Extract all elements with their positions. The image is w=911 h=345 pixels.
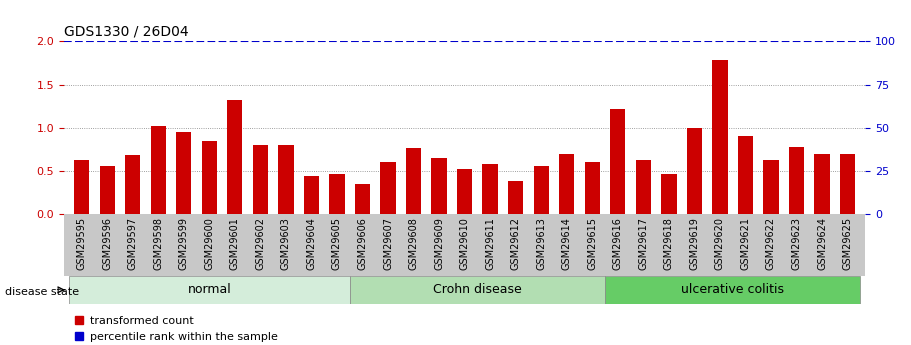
Bar: [508, 181, 523, 214]
Text: GSM29607: GSM29607: [383, 217, 393, 270]
Text: GSM29604: GSM29604: [306, 217, 316, 270]
Text: GSM29613: GSM29613: [537, 217, 547, 270]
FancyBboxPatch shape: [64, 214, 865, 276]
Text: GSM29612: GSM29612: [511, 217, 521, 270]
Bar: [559, 154, 575, 214]
Text: GSM29618: GSM29618: [664, 217, 674, 270]
Bar: [303, 176, 319, 214]
Text: GSM29611: GSM29611: [486, 217, 496, 270]
FancyBboxPatch shape: [350, 276, 605, 304]
Bar: [534, 166, 548, 214]
FancyBboxPatch shape: [69, 276, 350, 304]
Text: GSM29614: GSM29614: [562, 217, 572, 270]
Text: GSM29625: GSM29625: [843, 217, 853, 270]
Text: GSM29617: GSM29617: [639, 217, 649, 270]
Text: GSM29621: GSM29621: [741, 217, 751, 270]
Text: GSM29623: GSM29623: [792, 217, 802, 270]
Text: GSM29598: GSM29598: [153, 217, 163, 270]
Bar: [738, 136, 753, 214]
Text: GSM29619: GSM29619: [690, 217, 700, 270]
Text: GSM29600: GSM29600: [204, 217, 214, 270]
Text: GSM29605: GSM29605: [332, 217, 342, 270]
Text: GSM29597: GSM29597: [128, 217, 138, 270]
Text: GSM29609: GSM29609: [434, 217, 444, 270]
Text: ulcerative colitis: ulcerative colitis: [681, 283, 784, 296]
Bar: [457, 169, 472, 214]
Text: Crohn disease: Crohn disease: [433, 283, 522, 296]
Bar: [687, 128, 702, 214]
Bar: [176, 132, 191, 214]
Bar: [125, 155, 140, 214]
Legend: transformed count, percentile rank within the sample: transformed count, percentile rank withi…: [69, 312, 282, 345]
Bar: [381, 162, 395, 214]
Text: GSM29610: GSM29610: [460, 217, 469, 270]
Bar: [585, 162, 600, 214]
Bar: [483, 164, 497, 214]
Text: disease state: disease state: [5, 287, 78, 296]
Text: GSM29624: GSM29624: [817, 217, 827, 270]
Text: GSM29606: GSM29606: [357, 217, 367, 270]
Bar: [354, 184, 370, 214]
Text: normal: normal: [188, 283, 231, 296]
Bar: [74, 160, 89, 214]
Bar: [432, 158, 446, 214]
Bar: [712, 60, 728, 214]
Text: GSM29603: GSM29603: [281, 217, 291, 270]
Bar: [406, 148, 421, 214]
Bar: [99, 166, 115, 214]
Text: GSM29599: GSM29599: [179, 217, 189, 270]
Text: GSM29596: GSM29596: [102, 217, 112, 270]
Bar: [278, 145, 293, 214]
Bar: [763, 160, 779, 214]
Bar: [252, 145, 268, 214]
Text: GSM29608: GSM29608: [408, 217, 418, 270]
Bar: [227, 100, 242, 214]
Bar: [150, 126, 166, 214]
Text: GSM29622: GSM29622: [766, 217, 776, 270]
Text: GSM29601: GSM29601: [230, 217, 240, 270]
Bar: [661, 174, 677, 214]
Bar: [789, 147, 804, 214]
Bar: [636, 159, 651, 214]
Text: GSM29620: GSM29620: [715, 217, 725, 270]
Bar: [610, 109, 626, 214]
Text: GSM29616: GSM29616: [613, 217, 623, 270]
Text: GSM29602: GSM29602: [255, 217, 265, 270]
FancyBboxPatch shape: [605, 276, 860, 304]
Bar: [201, 141, 217, 214]
Bar: [329, 174, 344, 214]
Text: GSM29615: GSM29615: [588, 217, 598, 270]
Bar: [840, 154, 855, 214]
Bar: [814, 154, 830, 214]
Text: GDS1330 / 26D04: GDS1330 / 26D04: [64, 24, 189, 38]
Text: GSM29595: GSM29595: [77, 217, 87, 270]
